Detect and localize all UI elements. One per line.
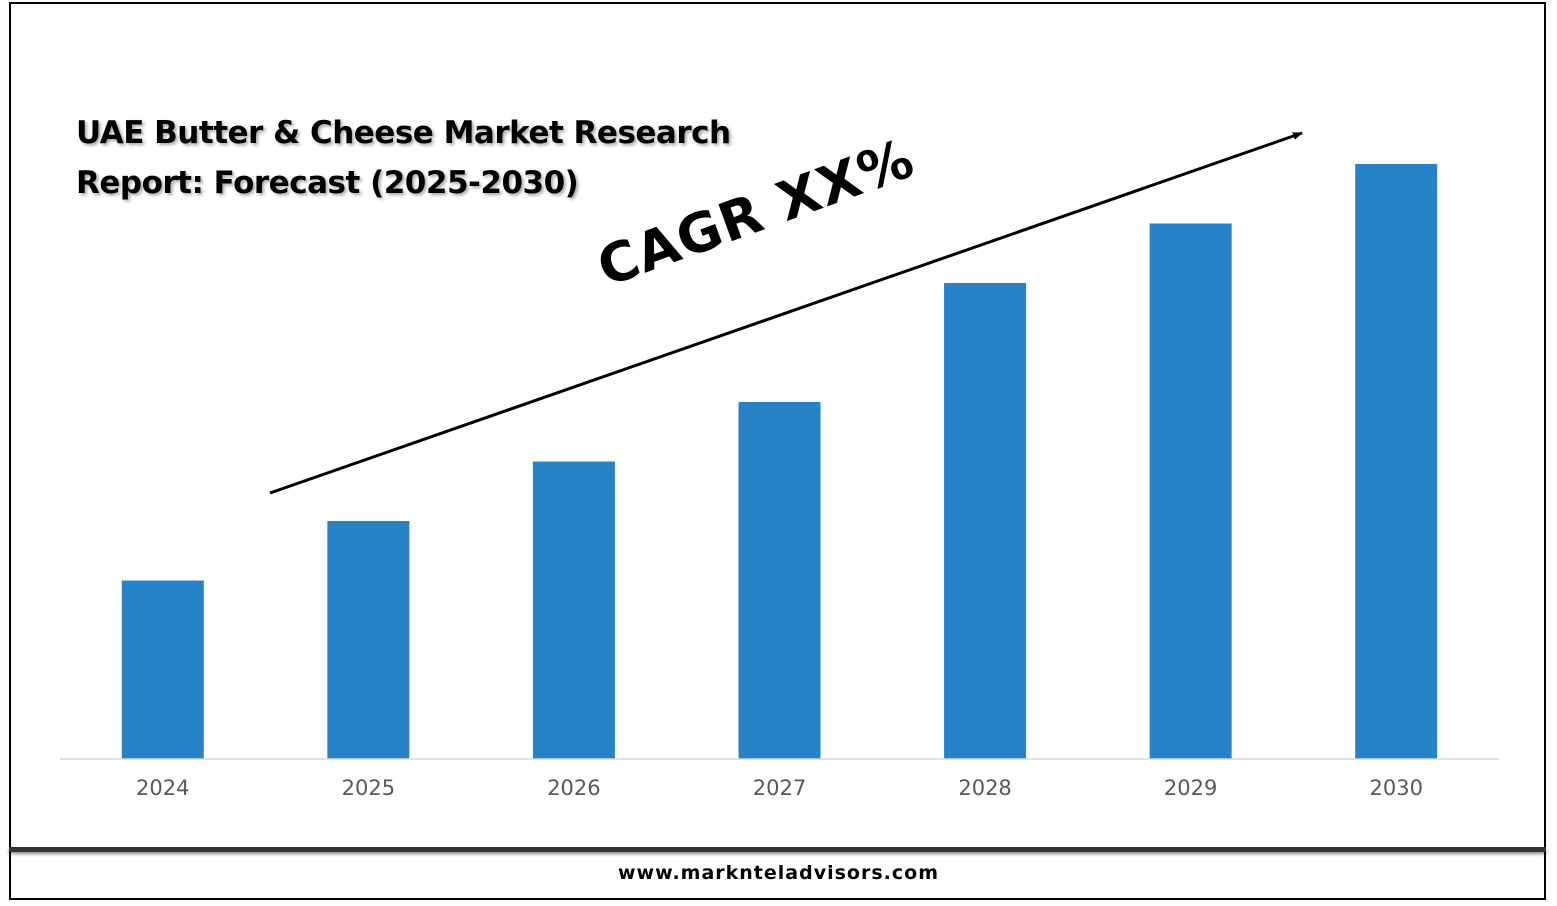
chart-title: UAE Butter & Cheese Market Research Repo…: [76, 108, 776, 208]
bar-2030: [1355, 164, 1438, 759]
x-tick-label-2025: 2025: [342, 776, 395, 800]
x-tick-label-2027: 2027: [753, 776, 806, 800]
bar-2024: [121, 580, 204, 759]
bar-2029: [1149, 223, 1232, 759]
chart-title-line-2: Report: Forecast (2025-2030): [76, 165, 579, 201]
bar-2025: [327, 521, 410, 759]
bar-2028: [944, 283, 1027, 759]
footer-divider: [9, 847, 1546, 852]
x-tick-label-2026: 2026: [547, 776, 600, 800]
chart-title-line-1: UAE Butter & Cheese Market Research: [76, 115, 731, 151]
bar-2027: [738, 402, 821, 759]
x-tick-label-2024: 2024: [136, 776, 189, 800]
bar-2026: [532, 461, 615, 759]
trend-arrow: [269, 131, 1303, 495]
x-tick-label-2030: 2030: [1369, 776, 1422, 800]
x-tick-label-2028: 2028: [958, 776, 1011, 800]
footer-website: www.marknteladvisors.com: [618, 862, 939, 884]
chart-frame: [9, 2, 1546, 900]
x-tick-label-2029: 2029: [1164, 776, 1217, 800]
